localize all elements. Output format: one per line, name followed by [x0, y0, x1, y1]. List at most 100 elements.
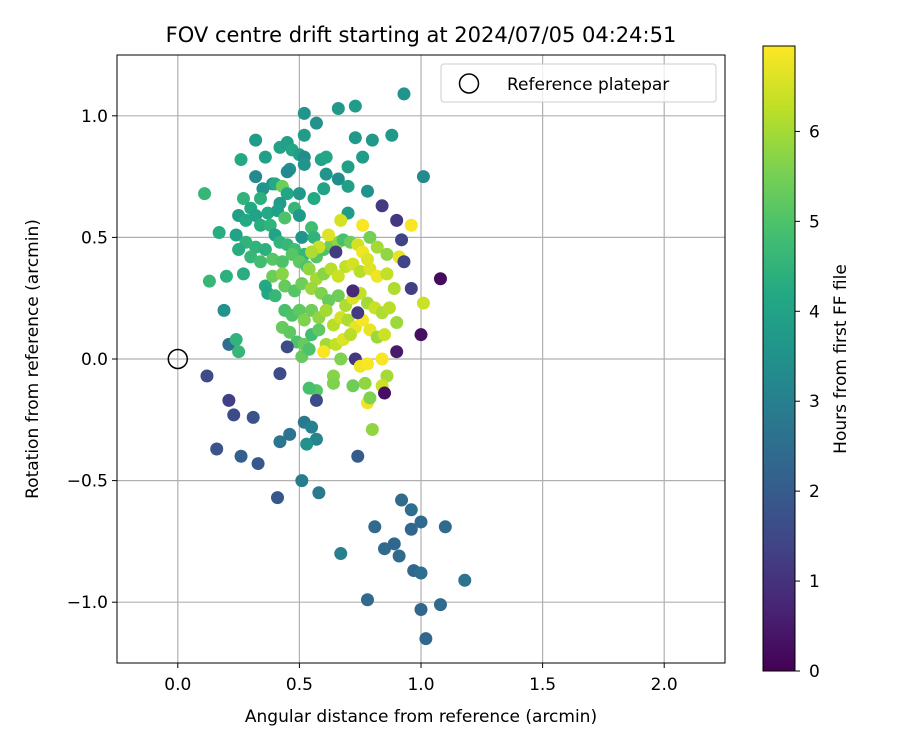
scatter-point — [387, 281, 401, 295]
scatter-point — [210, 442, 224, 456]
scatter-point — [202, 274, 216, 288]
scatter-point — [433, 598, 447, 612]
scatter-point — [331, 269, 345, 283]
scatter-point — [261, 206, 275, 220]
scatter-point — [438, 520, 452, 534]
scatter-point — [249, 240, 263, 254]
scatter-point — [253, 218, 267, 232]
scatter-point — [283, 325, 297, 339]
colorbar-tick-label: 5 — [809, 212, 820, 232]
scatter-point — [219, 269, 233, 283]
scatter-point — [307, 191, 321, 205]
scatter-point — [232, 243, 246, 257]
x-axis-ticks: 0.0 0.5 1.0 1.5 2.0 — [164, 663, 678, 695]
scatter-point — [404, 522, 418, 536]
scatter-point — [317, 182, 331, 196]
scatter-point — [249, 170, 263, 184]
scatter-point — [312, 323, 326, 337]
scatter-point — [271, 491, 285, 505]
y-tick-label: −0.5 — [67, 472, 108, 492]
scatter-point — [258, 150, 272, 164]
scatter-point — [292, 303, 306, 317]
scatter-point — [380, 247, 394, 261]
scatter-point — [341, 160, 355, 174]
y-tick-label: 0.5 — [81, 228, 108, 248]
scatter-point — [305, 281, 319, 295]
scatter-point — [334, 547, 348, 561]
scatter-point — [234, 153, 248, 167]
scatter-point — [200, 369, 214, 383]
colorbar-tick-label: 2 — [809, 482, 820, 502]
scatter-point — [229, 333, 243, 347]
colorbar-tick-label: 1 — [809, 572, 820, 592]
scatter-point — [404, 503, 418, 517]
scatter-point — [227, 408, 241, 422]
scatter-point — [404, 218, 418, 232]
scatter-point — [387, 537, 401, 551]
scatter-point — [395, 493, 409, 507]
scatter-point — [368, 520, 382, 534]
scatter-point — [275, 267, 289, 281]
scatter-point — [329, 245, 343, 259]
scatter-point — [319, 150, 333, 164]
scatter-point — [397, 255, 411, 269]
scatter-point — [273, 435, 287, 449]
y-tick-label: −1.0 — [67, 593, 108, 613]
scatter-point — [251, 457, 265, 471]
scatter-point — [353, 264, 367, 278]
scatter-point — [346, 379, 360, 393]
x-tick-label: 0.0 — [164, 675, 191, 695]
y-axis-label: Rotation from reference (arcmin) — [23, 219, 43, 499]
scatter-point — [232, 345, 246, 359]
scatter-point — [380, 267, 394, 281]
x-axis-label: Angular distance from reference (arcmin) — [245, 707, 597, 727]
scatter-point — [360, 357, 374, 371]
scatter-point — [416, 296, 430, 310]
scatter-point — [331, 289, 345, 303]
scatter-point — [266, 252, 280, 266]
legend: Reference platepar — [440, 63, 717, 103]
scatter-point — [397, 87, 411, 101]
scatter-point — [395, 233, 409, 247]
scatter-point — [295, 277, 309, 291]
scatter-point — [280, 187, 294, 201]
scatter-point — [236, 191, 250, 205]
scatter-point — [334, 213, 348, 227]
scatter-point — [348, 131, 362, 145]
scatter-point — [217, 303, 231, 317]
scatter-point — [375, 352, 389, 366]
scatter-point — [326, 376, 340, 390]
scatter-point — [343, 328, 357, 342]
scatter-point — [275, 255, 289, 269]
scatter-point — [414, 328, 428, 342]
scatter-point — [341, 179, 355, 193]
scatter-point — [256, 182, 270, 196]
scatter-point — [295, 474, 309, 488]
x-tick-label: 2.0 — [651, 675, 678, 695]
scatter-point — [363, 391, 377, 405]
scatter-point — [305, 420, 319, 434]
scatter-point — [351, 449, 365, 463]
scatter-point — [365, 133, 379, 147]
scatter-point — [363, 230, 377, 244]
x-tick-label: 0.5 — [286, 675, 313, 695]
scatter-point — [297, 313, 311, 327]
scatter-point — [348, 99, 362, 113]
scatter-point — [212, 226, 226, 240]
scatter-point — [390, 316, 404, 330]
scatter-point — [322, 228, 336, 242]
scatter-point — [280, 340, 294, 354]
scatter-point — [404, 281, 418, 295]
colorbar-tick-label: 0 — [809, 662, 820, 682]
scatter-point — [317, 345, 331, 359]
scatter-point — [280, 165, 294, 179]
scatter-point — [356, 218, 370, 232]
scatter-point — [229, 228, 243, 242]
colorbar — [762, 45, 796, 672]
chart-title: FOV centre drift starting at 2024/07/05 … — [166, 23, 677, 47]
y-axis-ticks: −1.0 −0.5 0.0 0.5 1.0 — [67, 107, 117, 613]
scatter-point — [198, 187, 212, 201]
colorbar-label: Hours from first FF file — [831, 264, 851, 454]
scatter-point — [360, 184, 374, 198]
